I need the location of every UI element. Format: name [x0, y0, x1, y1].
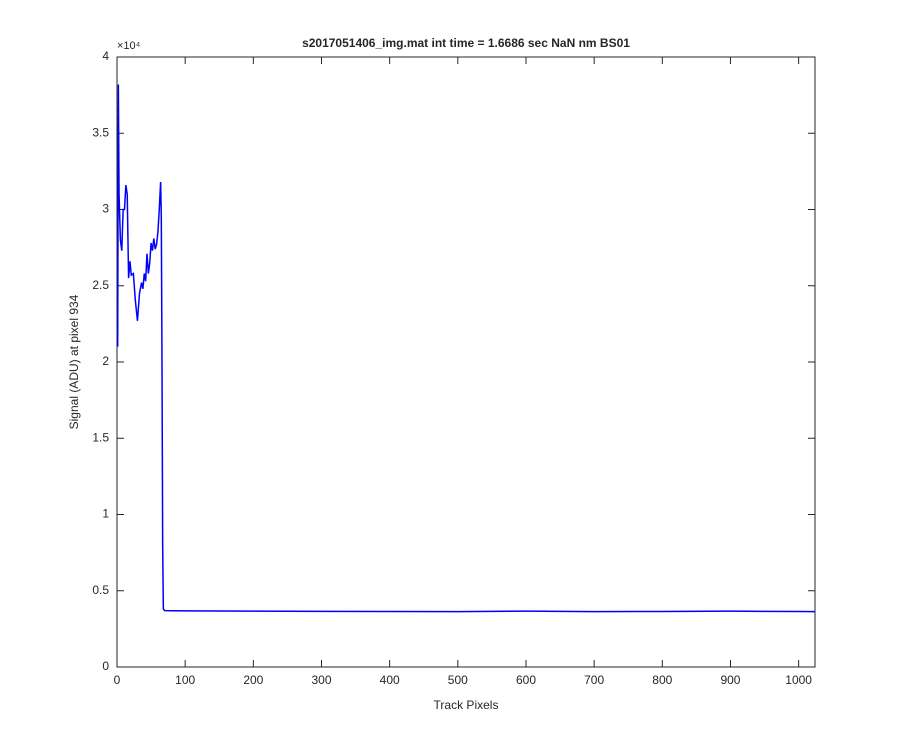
x-tick-label: 200 [243, 673, 263, 687]
x-tick-label: 700 [584, 673, 604, 687]
y-tick-label: 1 [102, 507, 109, 521]
y-tick-label: 3.5 [92, 125, 109, 139]
plot-area [116, 56, 816, 668]
data-line [116, 84, 816, 613]
x-tick-label: 100 [175, 673, 195, 687]
y-exponent: ×10⁴ [117, 40, 141, 52]
x-tick-label: 900 [720, 673, 740, 687]
y-tick-label: 0 [102, 659, 109, 673]
x-tick-label: 800 [652, 673, 672, 687]
x-axis-label: Track Pixels [434, 698, 499, 712]
y-tick-label: 2.5 [92, 278, 109, 292]
x-tick-label: 1000 [785, 673, 812, 687]
x-tick-label: 400 [380, 673, 400, 687]
y-tick-label: 1.5 [92, 430, 109, 444]
chart-title: s2017051406_img.mat int time = 1.6686 se… [302, 36, 630, 50]
x-tick-label: 500 [448, 673, 468, 687]
y-tick-label: 2 [102, 354, 109, 368]
x-tick-label: 0 [114, 673, 121, 687]
x-tick-label: 600 [516, 673, 536, 687]
y-tick-label: 4 [102, 49, 109, 63]
y-axis-label: Signal (ADU) at pixel 934 [67, 294, 81, 429]
x-tick-label: 300 [311, 673, 331, 687]
y-tick-label: 0.5 [92, 583, 109, 597]
y-tick-label: 3 [102, 202, 109, 216]
